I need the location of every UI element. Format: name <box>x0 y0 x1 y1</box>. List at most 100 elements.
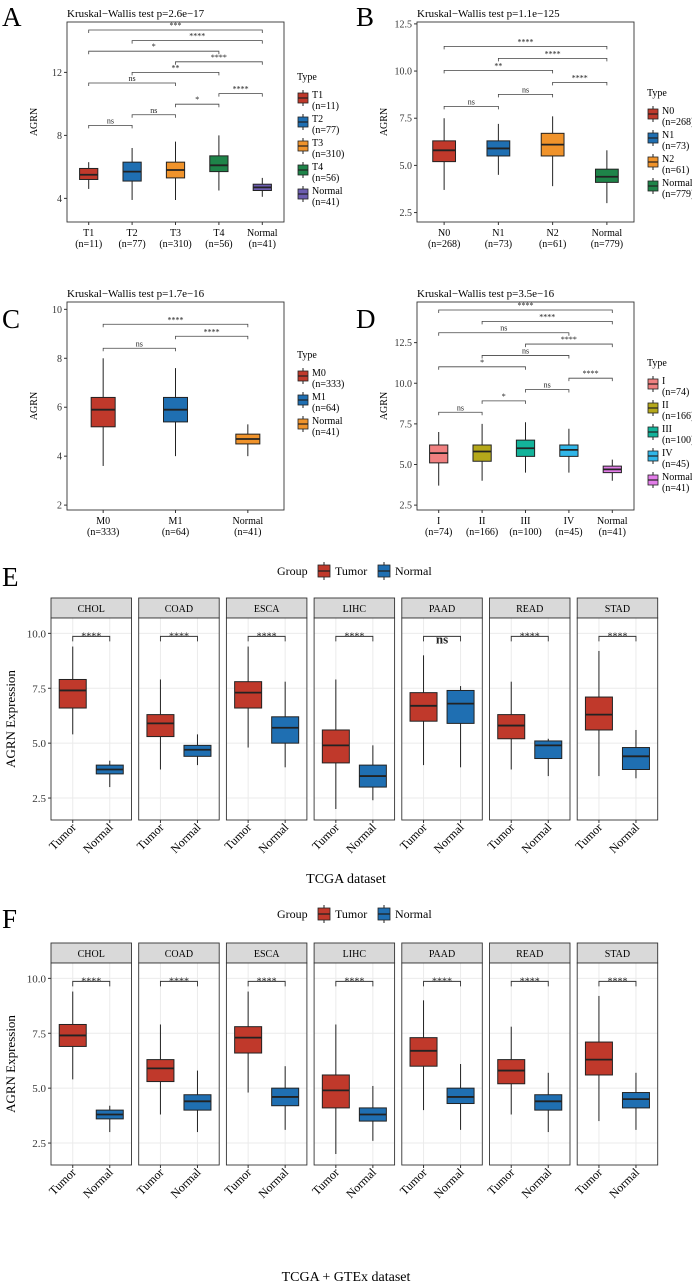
x-tick-label-tumor: Tumor <box>397 1165 430 1198</box>
x-tick-label-tumor: Tumor <box>309 1165 342 1198</box>
box-normal <box>271 1066 300 1130</box>
bracket-line <box>438 411 483 416</box>
box-normal-body <box>183 744 212 757</box>
bracket-label: ** <box>494 61 502 70</box>
bracket-label: ns <box>468 97 475 106</box>
box-normal-body <box>621 1092 650 1109</box>
comparison-label: **** <box>169 631 189 642</box>
x-tick-label: N0 <box>438 228 450 239</box>
comparison-bracket: **** <box>131 32 263 44</box>
comparison-bracket: ns <box>102 339 176 352</box>
box-tumor <box>584 650 613 777</box>
legend-title: Type <box>297 350 317 361</box>
legend-label: Normal <box>662 472 692 483</box>
legend-label: T4 <box>312 162 323 173</box>
box-normal-body <box>594 168 619 183</box>
x-tick-label-normal: Normal <box>80 820 116 856</box>
bracket-label: **** <box>518 37 534 46</box>
box-n1 <box>486 123 511 175</box>
comparison-bracket: * <box>481 392 526 404</box>
comparison-bracket: **** <box>497 49 608 62</box>
x-tick-label-tumor: Tumor <box>485 820 518 853</box>
box-normal <box>183 1070 212 1133</box>
comparison-bracket: * <box>175 95 220 108</box>
x-tick-label-tumor: Tumor <box>46 820 79 853</box>
comparison-label: **** <box>257 976 277 987</box>
box-n0-body <box>432 140 457 163</box>
comparison-bracket <box>598 980 637 987</box>
legend-label: Normal <box>312 416 343 427</box>
legend-label: IV <box>662 448 673 459</box>
y-tick-label: 10.0 <box>395 379 413 390</box>
box-normal <box>252 177 272 197</box>
box-tumor-body <box>146 714 175 738</box>
comparison-label: **** <box>81 631 101 642</box>
facet-esca: ESCA **** Tumor Normal <box>222 942 308 1201</box>
comparison-bracket: **** <box>568 369 613 382</box>
box-tumor <box>497 1026 526 1115</box>
legend-label: Normal <box>312 186 343 197</box>
bracket-line <box>175 103 220 108</box>
comparison-bracket <box>335 980 374 987</box>
panel-letter-f: F <box>2 904 17 934</box>
box-t3 <box>165 141 186 200</box>
box-t4 <box>209 135 229 191</box>
bracket-label: ns <box>107 116 114 125</box>
legend-count: (n=41) <box>312 197 339 208</box>
bracket-label: **** <box>211 53 227 62</box>
box-normal <box>602 459 622 481</box>
comparison-bracket <box>510 635 549 642</box>
y-tick-label: 8 <box>57 131 62 142</box>
y-axis-label: AGRN <box>379 392 390 420</box>
facet-read: READ **** Tumor Normal <box>485 942 571 1201</box>
facet-chol: CHOL **** Tumor Normal <box>46 597 132 856</box>
legend-count: (n=779) <box>662 189 692 200</box>
bracket-label: **** <box>572 73 588 82</box>
box-i <box>429 432 449 486</box>
legend-label: M1 <box>312 392 326 403</box>
box-normal <box>358 745 387 801</box>
y-tick-label: 10.0 <box>27 973 47 985</box>
x-tick-label-normal: Normal <box>431 1165 467 1201</box>
box-tumor-body <box>234 681 263 709</box>
box-tumor-body <box>409 1037 438 1067</box>
y-tick-label: 5.0 <box>400 161 413 172</box>
y-tick-label: 2.5 <box>400 208 413 219</box>
x-tick-label-tumor: Tumor <box>222 1165 255 1198</box>
x-tick-label-normal: Normal <box>343 1165 379 1201</box>
bracket-line <box>443 69 554 74</box>
facet-background <box>51 618 132 820</box>
x-tick-label-tumor: Tumor <box>397 820 430 853</box>
panel-letter-c: C <box>2 304 20 334</box>
facet-frame <box>401 617 483 821</box>
comparison-label: ns <box>436 631 448 646</box>
legend-count: (n=333) <box>312 379 344 390</box>
bracket-label: ns <box>457 403 464 412</box>
y-tick-label: 10.0 <box>395 67 413 78</box>
comparison-bracket: ns <box>88 116 133 129</box>
y-tick-label: 5.0 <box>32 1083 46 1095</box>
legend-count: (n=61) <box>662 165 689 176</box>
facet-frame <box>50 617 132 821</box>
x-tick-label: M0 <box>96 516 110 527</box>
comparison-label: **** <box>81 976 101 987</box>
comparison-bracket: ns <box>88 74 176 86</box>
x-tick-count: (n=100) <box>509 527 541 538</box>
bracket-line <box>481 320 613 325</box>
box-m0-body <box>90 396 116 428</box>
legend-label: M0 <box>312 368 326 379</box>
x-tick-label-normal: Normal <box>255 1165 291 1201</box>
box-normal <box>271 681 300 768</box>
group-legend: Group Tumor Normal <box>277 562 432 580</box>
box-tumor-body <box>584 696 613 731</box>
facet-strip-label: COAD <box>165 604 193 615</box>
legend-count: (n=74) <box>662 387 689 398</box>
facet-frame <box>401 962 483 1166</box>
group-legend: Group Tumor Normal <box>277 905 432 923</box>
box-normal-body <box>183 1094 212 1111</box>
bracket-label: ** <box>172 63 180 72</box>
legend-count: (n=77) <box>312 125 339 136</box>
facet-frame <box>576 962 659 1166</box>
x-tick-label: Normal <box>247 228 278 239</box>
legend-label: T3 <box>312 138 323 149</box>
